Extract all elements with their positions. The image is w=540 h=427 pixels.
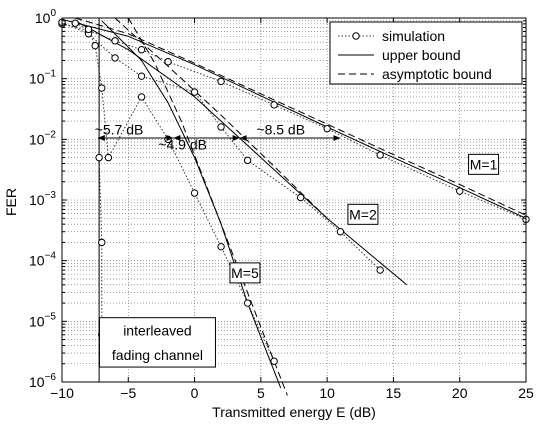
simulation-point [164,58,172,66]
simulation-point [95,153,103,162]
annotation-text: interleaved [123,323,192,339]
annotation-text: ~4.9 dB [158,136,207,152]
y-tick-label: 10−2 [29,129,56,147]
asymptotic-bound-line-m-5 [127,17,288,396]
simulation-point [111,37,119,45]
y-tick-label: 100 [35,8,57,26]
x-tick-label: 5 [257,385,265,401]
annotations: ~5.7 dB ~4.9 dB ~8.5 dB M=1 M=2 M=5 interleave… [95,122,500,368]
simulation-point [104,153,113,162]
x-tick-label: 0 [191,385,199,401]
legend-swatch-marker [352,32,360,40]
simulation-point [217,77,225,86]
asymptotic-bound-line-m-1 [75,17,527,216]
simulation-point [84,25,93,34]
simulation-point [137,46,146,54]
simulation-point [98,84,106,92]
simulation-point [217,242,225,251]
x-tick-label: −10 [50,385,74,401]
simulation-point [137,72,146,80]
y-tick-label: 10−4 [29,251,56,269]
simulation-point [111,54,119,62]
channel-label-box [98,317,216,368]
simulation-point [296,193,305,202]
legend-label: upper bound [382,47,461,63]
annotation-box [468,153,500,175]
simulation-point [217,123,225,131]
y-tick-label: 10−3 [29,190,56,208]
simulation-line-m-2 [61,21,381,271]
simulation-point [270,101,278,109]
x-tick-label: 15 [386,385,402,401]
simulation-point [376,151,384,159]
annotation-box [347,203,379,225]
annotation-text: M=1 [470,156,498,172]
x-tick-label: 25 [518,385,534,401]
legend: simulation upper bound asymptotic bound [329,21,523,85]
x-tick-label: 10 [319,385,335,401]
legend-label: simulation [382,28,445,44]
axis-ticks: −10 −5 0 5 10 15 20 25 100 10−1 10−2 10−3 10−4 10−5 10… [29,8,534,401]
simulation-point [137,93,146,101]
x-axis-label: Transmitted energy E (dB) [212,404,376,420]
simulation-point [243,156,252,165]
annotation-text: ~8.5 dB [256,122,305,138]
asymptotic-bound-line-m-2 [114,17,328,219]
simulation-point [336,228,345,236]
legend-label: asymptotic bound [382,66,492,82]
x-tick-label: 20 [452,385,468,401]
x-tick-label: −5 [120,385,136,401]
annotation-box [229,262,261,284]
simulation-point [376,266,384,274]
simulation-point [456,187,464,195]
y-tick-label: 10−1 [29,69,56,87]
annotation-text: fading channel [112,347,203,363]
y-axis-label: FER [3,188,19,216]
simulation-point [91,41,99,50]
simulation-point [190,88,199,96]
upper-bound-line-m-1 [61,18,527,219]
grid-lines [62,18,526,382]
simulation-point [243,299,252,307]
simulation-point [190,189,199,197]
simulation-point [270,357,278,365]
simulation-point [323,124,331,133]
simulation-point [71,19,79,27]
annotation-text: M=5 [231,265,259,281]
annotation-text: M=2 [349,206,377,222]
annotation-text: ~5.7 dB [95,122,144,138]
simulation-point [98,238,106,247]
y-tick-label: 10−6 [29,372,56,390]
y-tick-label: 10−5 [29,311,56,329]
